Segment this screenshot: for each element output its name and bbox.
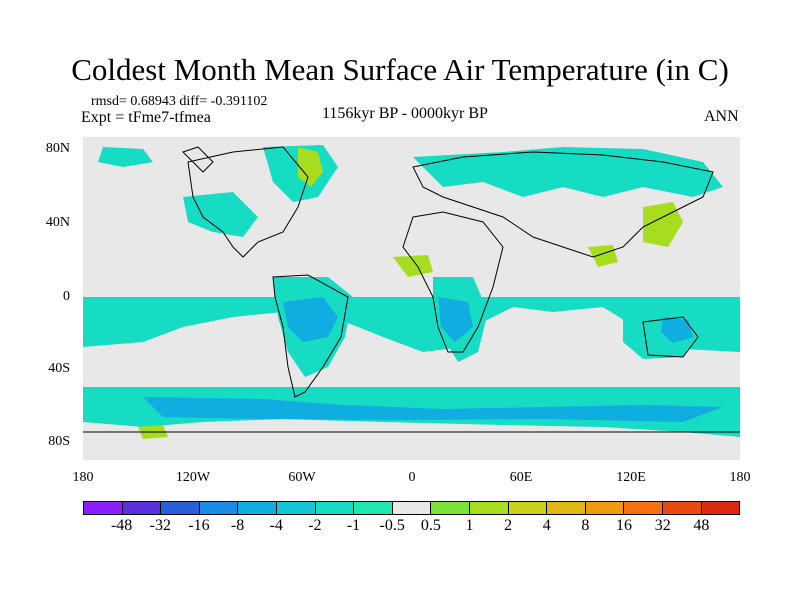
colorbar-segment [199,502,239,514]
lat-tick: 40N [45,215,70,230]
lon-tick: 120W [175,470,211,485]
colorbar-label: 0.5 [420,517,441,534]
colorbar-segment [276,502,316,514]
colorbar-label: -8 [230,517,245,534]
colorbar-segment [354,502,393,514]
colorbar-label: 2 [504,517,513,534]
lat-tick: 40S [48,361,70,376]
colorbar-segment [238,502,277,514]
lon-tick: 180 [729,470,751,485]
colorbar-label: -4 [269,517,283,534]
colorbar-segment [624,502,663,514]
colorbar-label: -32 [149,517,171,534]
colorbar-segment [469,502,509,514]
experiment-label: Expt = tFme7-tfmea [81,109,211,126]
colorbar-label: -16 [188,517,210,534]
lon-tick: 180 [72,470,94,485]
colorbar-segment [122,502,162,514]
colorbar-label: -0.5 [379,517,405,534]
lat-tick: 80N [45,141,70,156]
colorbar-label: -48 [110,517,133,534]
colorbar-label: 32 [654,517,671,534]
colorbar-segment [701,502,740,514]
lon-tick: 60W [288,470,316,485]
colorbar [83,501,740,515]
colorbar-label: -1 [346,517,361,534]
colorbar-label: -2 [308,517,322,534]
colorbar-label: 1 [465,517,474,534]
lon-tick: 60E [509,470,533,485]
lon-tick: 120E [616,470,646,485]
colorbar-segment [547,502,586,514]
lon-tick: 0 [408,470,416,485]
temperature-map [83,137,740,460]
colorbar-segment [662,502,702,514]
colorbar-segment [508,502,548,514]
colorbar-segment [161,502,200,514]
period-label: 1156kyr BP - 0000kyr BP [322,105,488,122]
colorbar-segment [84,502,123,514]
colorbar-segment [392,502,432,514]
lat-tick: 0 [63,289,70,304]
colorbar-label: 16 [616,517,633,534]
warm-anomaly-regions [138,147,683,439]
colorbar-label: 8 [581,517,590,534]
season-label: ANN [704,108,739,125]
colorbar-label: 4 [542,517,551,534]
colorbar-segment [585,502,625,514]
stats-text: rmsd= 0.68943 diff= -0.391102 [91,94,268,109]
colorbar-label: 48 [693,517,710,534]
lat-tick: 80S [48,434,70,449]
cooler-anomaly-regions [143,297,723,422]
chart-title: Coldest Month Mean Surface Air Temperatu… [71,52,729,87]
colorbar-segment [431,502,470,514]
continent-outlines [83,146,740,433]
colorbar-segment [315,502,355,514]
